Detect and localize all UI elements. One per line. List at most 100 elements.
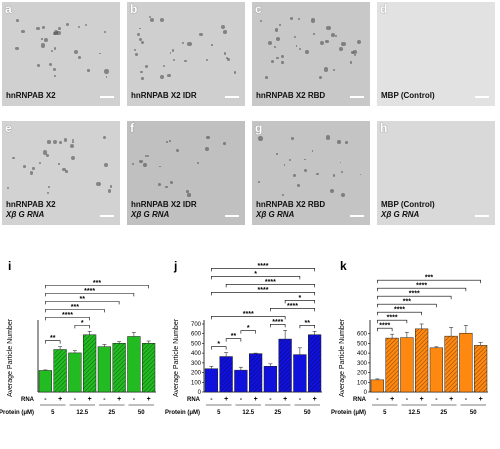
rna-label: - (269, 396, 272, 403)
particle (339, 47, 343, 51)
y-axis-label: Average Particle Number (339, 318, 346, 397)
particle (74, 50, 78, 55)
particle (311, 18, 316, 23)
panel-letter: h (380, 121, 388, 135)
panel-letter: c (255, 2, 262, 16)
particle (220, 25, 225, 29)
particle (304, 50, 309, 55)
protein-group-label: 50 (138, 410, 145, 416)
particle (164, 185, 168, 189)
particle (332, 174, 336, 177)
particle (274, 28, 279, 32)
chart-k: k Average Particle Number 0 100 200 300 400 500… (331, 259, 488, 416)
micrograph-panel-h: h MBP (Control) Xβ G RNA (377, 121, 495, 225)
protein-group-label: 25 (274, 410, 281, 416)
rna-label: + (88, 396, 92, 403)
particle (274, 46, 276, 48)
panel-caption: hnRNPAB X2 RBD Xβ G RNA (256, 200, 325, 220)
particle (39, 161, 41, 164)
rna-label: + (224, 396, 228, 403)
particle (51, 50, 54, 53)
panel-letter: b (130, 2, 138, 16)
scale-bar (225, 215, 239, 217)
rna-label: + (254, 396, 258, 403)
caption-line1: hnRNPAB X2 (6, 91, 56, 100)
particle (141, 77, 145, 81)
particle (169, 140, 171, 142)
particle (63, 138, 68, 142)
bar-hatch (278, 339, 292, 392)
caption-line2: Xβ G RNA (256, 210, 295, 219)
significance-bracket (211, 292, 315, 296)
chart-letter: k (340, 259, 347, 273)
significance-bracket (377, 319, 408, 324)
bar-hatch (83, 334, 96, 392)
rna-label: - (133, 396, 136, 403)
particle (65, 170, 68, 173)
protein-row-label: Protein (μM) (331, 410, 366, 416)
particle (58, 26, 62, 31)
significance-label: ** (231, 333, 237, 340)
significance-bracket (45, 285, 149, 289)
particle (204, 147, 209, 152)
particle (53, 47, 56, 50)
protein-group-label: 12.5 (76, 410, 88, 416)
bar-charts: i Average Particle Number - + - + - + - + RNA Prote… (0, 259, 488, 416)
significance-label: **** (243, 311, 254, 318)
significance-bracket (299, 324, 315, 329)
particle (258, 181, 261, 184)
particle (12, 156, 15, 160)
particle (142, 163, 147, 167)
particle (163, 65, 166, 68)
particle (149, 18, 154, 23)
caption-line2: Xβ G RNA (131, 210, 170, 219)
scale-bar (350, 96, 364, 98)
bar (293, 354, 307, 393)
particle (199, 32, 203, 37)
particle (149, 16, 152, 18)
particle (109, 185, 113, 189)
particle (141, 41, 145, 45)
particle (303, 169, 307, 173)
rna-row-label: RNA (187, 397, 201, 403)
significance-bracket (45, 309, 105, 313)
particle (36, 26, 40, 31)
particle (135, 53, 138, 56)
particle (186, 190, 190, 194)
y-tick-label: 0 (364, 390, 368, 396)
panel-letter: d (380, 2, 388, 16)
particle (270, 59, 275, 64)
y-axis-label: Average Particle Number (7, 318, 14, 397)
particle (233, 70, 237, 74)
bar-hatch (474, 345, 487, 392)
caption-line1: hnRNPAB X2 RBD (256, 91, 326, 100)
rna-label: - (103, 396, 106, 403)
rna-label: + (117, 396, 121, 403)
panel-caption: hnRNPAB X2 Xβ G RNA (6, 200, 56, 220)
particle (16, 18, 20, 22)
rna-row-label: RNA (353, 397, 367, 403)
particle (21, 29, 25, 34)
particle (206, 59, 209, 62)
bar-hatch (249, 353, 262, 392)
y-axis-label: Average Particle Number (173, 318, 180, 397)
panel-caption: hnRNPAB X2 IDR Xβ G RNA (131, 200, 197, 220)
panel-caption: hnRNPAB X2 IDR (131, 91, 197, 101)
particle (223, 30, 227, 34)
significance-label: * (81, 320, 84, 327)
significance-bracket (270, 308, 315, 312)
scale-bar (475, 215, 489, 217)
particle (41, 25, 45, 29)
panel-caption: hnRNPAB X2 (6, 91, 56, 101)
particle (281, 54, 285, 58)
y-tick-label: 100 (357, 380, 368, 386)
y-tick-label: 0 (198, 390, 202, 396)
scale-bar (100, 215, 114, 217)
significance-label: *** (93, 280, 101, 287)
bar-hatch (444, 336, 458, 392)
caption-line1: MBP (Control) (381, 200, 435, 209)
bar (38, 370, 52, 393)
rna-label: + (449, 396, 453, 403)
particle (139, 27, 141, 30)
y-tick-label: 400 (357, 351, 368, 357)
